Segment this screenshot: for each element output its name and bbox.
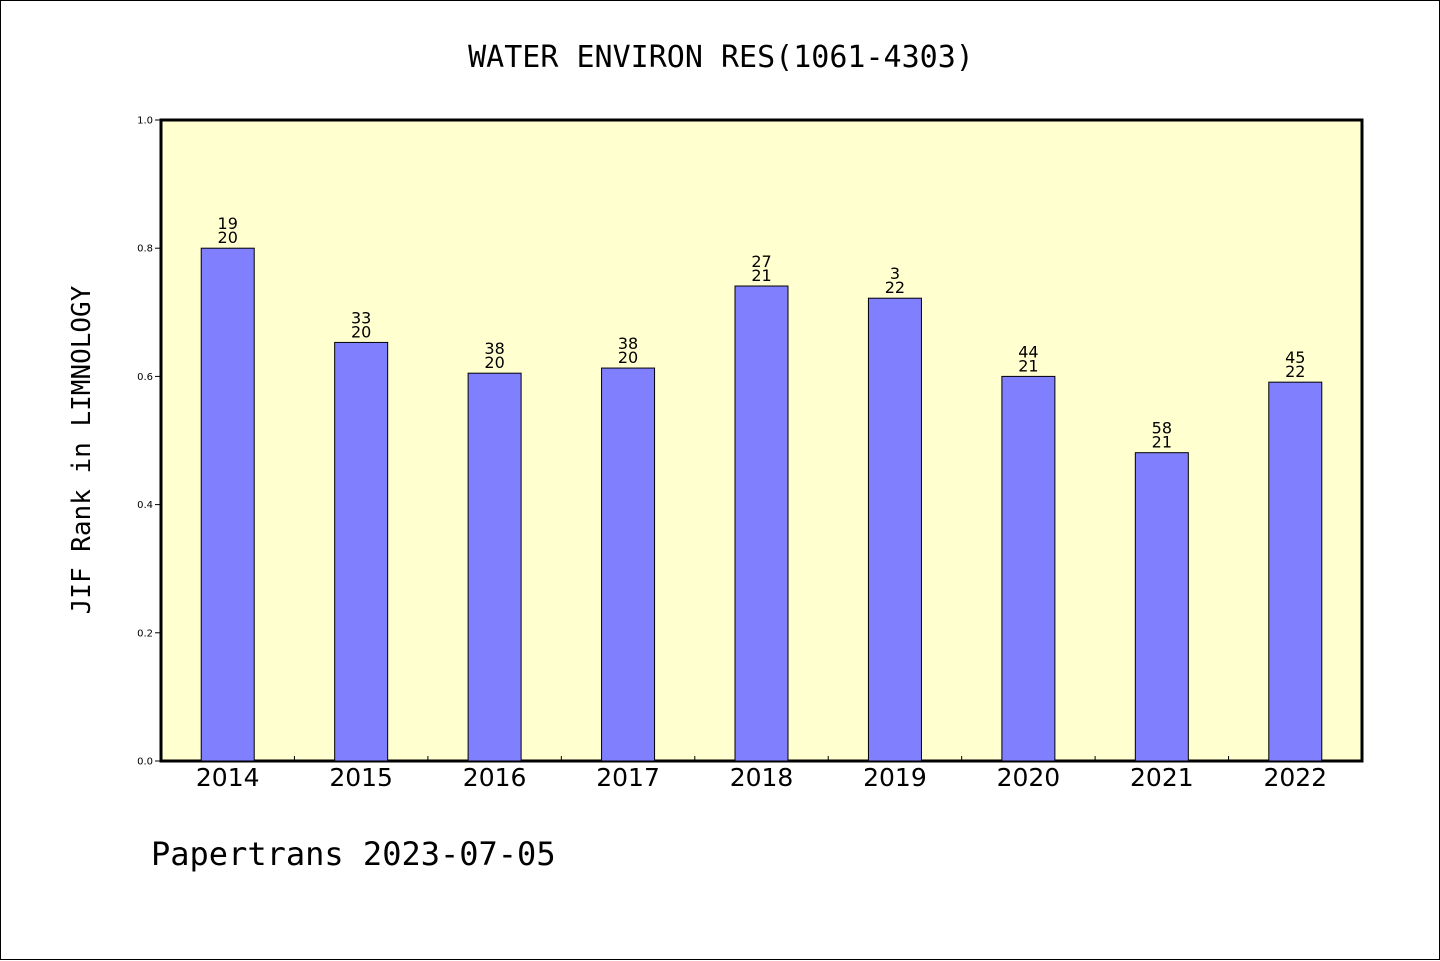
bar-2016	[467, 372, 522, 762]
bar-label-bottom: 20	[618, 348, 638, 367]
chart-title: WATER ENVIRON RES(1061-4303)	[468, 40, 974, 75]
bar-label-top: 45	[1285, 348, 1305, 367]
bar-label-top: 38	[618, 334, 638, 353]
x-tick-label: 2022	[1263, 763, 1327, 792]
bar-label-top: 58	[1152, 419, 1172, 438]
x-tick-label: 2021	[1130, 763, 1194, 792]
bar-2018	[734, 285, 789, 762]
bar-label-bottom: 20	[218, 228, 238, 247]
bar-label-top: 19	[218, 214, 238, 233]
bar-2014	[200, 247, 255, 762]
bar-2015	[334, 341, 389, 762]
bar-label-bottom: 22	[1285, 362, 1305, 381]
bar-2022	[1268, 381, 1323, 762]
x-tick-label: 2014	[196, 763, 260, 792]
y-axis-label: JIF Rank in LIMNOLOGY	[67, 285, 97, 614]
bar-label-bottom: 21	[751, 266, 771, 285]
x-tick-label: 2017	[596, 763, 660, 792]
x-tick-label: 2015	[329, 763, 393, 792]
bars-group	[200, 247, 1323, 762]
bar-label-bottom: 21	[1152, 433, 1172, 452]
footer-text: Papertrans 2023-07-05	[151, 835, 556, 873]
y-axis-ticks: 0.0 0.2 0.4 0.6 0.8 1.0	[137, 116, 161, 768]
bar-label-bottom: 21	[1018, 356, 1038, 375]
bar-label-top: 38	[484, 339, 504, 358]
x-tick-label: 2016	[463, 763, 527, 792]
y-tick-label: 1.0	[137, 116, 153, 127]
bar-2021	[1134, 452, 1189, 762]
bar-2019	[867, 297, 922, 762]
x-tick-label: 2018	[730, 763, 794, 792]
x-tick-label: 2019	[863, 763, 927, 792]
y-tick-label: 0.4	[137, 500, 153, 511]
bar-label-top: 3	[890, 264, 900, 283]
bar-label-top: 33	[351, 308, 371, 327]
bar-label-bottom: 20	[484, 353, 504, 372]
bar-label-bottom: 22	[885, 278, 905, 297]
x-axis-ticks: 2014 2015 2016 2017 2018 2019 2020 2021 2022	[196, 756, 1327, 792]
bar-label-top: 44	[1018, 342, 1038, 361]
bar-2020	[1001, 375, 1056, 762]
x-tick-label: 2020	[997, 763, 1061, 792]
bar-label-top: 27	[751, 252, 771, 271]
bar-label-bottom: 20	[351, 322, 371, 341]
bar-2017	[601, 367, 656, 762]
y-tick-label: 0.0	[137, 757, 153, 768]
y-tick-label: 0.8	[137, 244, 153, 255]
y-tick-label: 0.2	[137, 628, 153, 639]
y-tick-label: 0.6	[137, 372, 153, 383]
